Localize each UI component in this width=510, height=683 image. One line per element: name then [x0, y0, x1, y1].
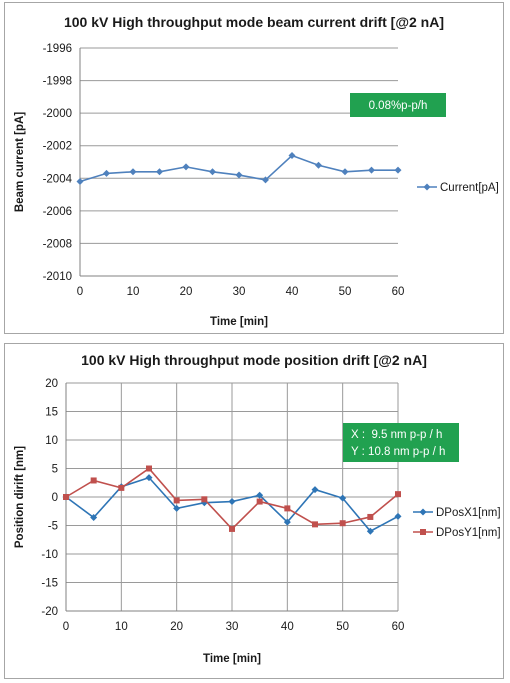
data-point	[367, 513, 374, 520]
data-point	[63, 494, 69, 500]
x-tick-label: 20	[170, 621, 183, 633]
y-tick-label: -2010	[43, 271, 72, 283]
data-point	[90, 477, 97, 484]
y-tick-label: -5	[48, 521, 58, 533]
y-tick-label: -2000	[43, 108, 72, 120]
x-tick-label: 40	[281, 621, 294, 633]
data-point	[235, 171, 243, 179]
y-tick-label: -2008	[43, 238, 72, 250]
x-tick-label: 30	[226, 621, 239, 633]
y-tick-label: -20	[41, 606, 58, 618]
position-drift-chart: 100 kV High throughput mode position dri…	[4, 343, 504, 679]
chart-title: 100 kV High throughput mode position dri…	[81, 352, 427, 368]
data-point	[256, 491, 264, 499]
data-point	[256, 498, 263, 505]
data-point	[284, 505, 291, 512]
y-axis-title: Beam current [pA]	[14, 112, 26, 212]
x-tick-label: 50	[339, 286, 352, 298]
data-point	[229, 525, 235, 532]
x-tick-label: 40	[286, 286, 299, 298]
y-axis-title: Position dirift [nm]	[14, 446, 26, 548]
y-tick-label: -2002	[43, 141, 72, 153]
data-point	[156, 168, 163, 176]
data-point	[262, 176, 269, 184]
y-tick-label: 0	[52, 492, 58, 504]
y-tick-label: -15	[41, 578, 58, 590]
legend-label: Current[pA]	[440, 182, 499, 194]
data-point	[228, 498, 236, 506]
x-axis-title: Time [min]	[203, 653, 261, 665]
y-tick-label: 5	[52, 464, 58, 476]
legend-marker	[419, 508, 427, 516]
y-tick-label: 15	[45, 407, 58, 419]
data-point	[103, 169, 110, 177]
legend-label: DPosX1[nm]	[436, 507, 501, 519]
data-point	[315, 161, 322, 169]
data-point	[173, 497, 180, 504]
data-point	[288, 151, 296, 159]
data-point	[368, 166, 375, 174]
data-point	[339, 520, 346, 527]
x-tick-label: 60	[392, 286, 405, 298]
annotation-text: Y : 10.8 nm p-p / h	[351, 446, 445, 458]
data-point	[173, 504, 181, 512]
y-tick-label: 20	[45, 378, 58, 390]
y-tick-label: -2004	[43, 173, 73, 185]
data-point	[182, 163, 190, 171]
data-point	[145, 474, 153, 482]
annotation-text: X : 9.5 nm p-p / h	[351, 429, 442, 441]
y-tick-label: -10	[41, 549, 58, 561]
x-tick-label: 20	[180, 286, 193, 298]
data-point	[395, 491, 401, 498]
data-point	[283, 518, 291, 526]
data-point	[201, 496, 208, 503]
chart-title: 100 kV High throughput mode beam current…	[64, 14, 444, 30]
data-point	[129, 168, 137, 176]
y-tick-label: -1996	[43, 43, 72, 55]
x-tick-label: 0	[77, 286, 83, 298]
beam-current-chart: 100 kV High throughput mode beam current…	[4, 2, 504, 334]
y-tick-label: -2006	[43, 206, 72, 218]
legend-marker	[423, 183, 431, 191]
data-point	[76, 178, 84, 186]
x-tick-label: 10	[115, 621, 128, 633]
beam-current-chart-svg: 100 kV High throughput mode beam current…	[14, 14, 499, 328]
data-point	[339, 494, 347, 502]
annotation-box	[350, 93, 446, 117]
data-point	[341, 168, 349, 176]
x-tick-label: 60	[392, 621, 405, 633]
y-tick-label: 10	[45, 435, 58, 447]
position-drift-chart-svg: 100 kV High throughput mode position dri…	[14, 352, 501, 665]
data-point	[394, 166, 402, 174]
x-tick-label: 0	[63, 621, 69, 633]
data-point	[118, 484, 125, 491]
annotation-text: 0.08%p-p/h	[369, 100, 428, 112]
legend-marker	[420, 529, 426, 535]
data-point	[394, 512, 402, 520]
x-axis-title: Time [min]	[210, 316, 268, 328]
data-point	[366, 527, 374, 535]
x-tick-label: 10	[127, 286, 140, 298]
y-tick-label: -1998	[43, 76, 72, 88]
legend-label: DPosY1[nm]	[436, 527, 501, 539]
data-point	[146, 465, 152, 472]
data-point	[90, 514, 98, 522]
data-point	[311, 486, 319, 494]
data-point	[312, 521, 318, 528]
annotation-box	[343, 423, 459, 462]
x-tick-label: 30	[233, 286, 246, 298]
x-tick-label: 50	[336, 621, 349, 633]
data-point	[209, 168, 216, 176]
